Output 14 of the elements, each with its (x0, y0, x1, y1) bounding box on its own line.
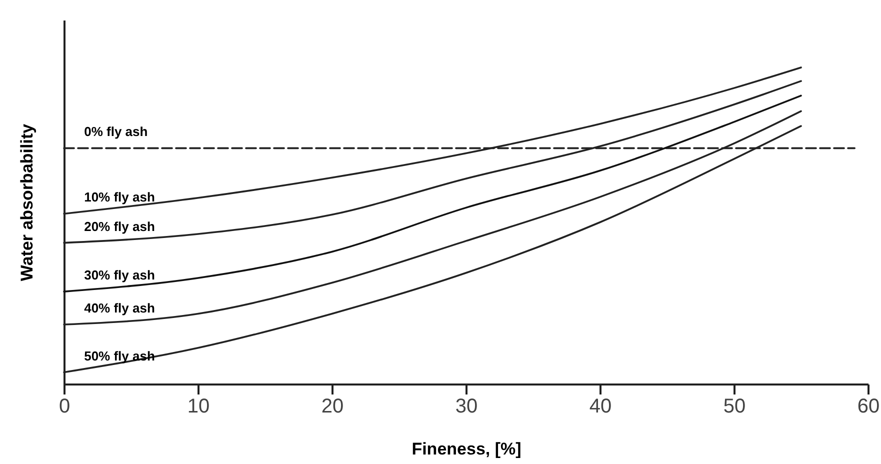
x-tick-label: 50 (723, 396, 746, 418)
x-tick-label: 40 (589, 396, 612, 418)
x-axis-title: Fineness, [%] (412, 440, 522, 458)
x-tick-label: 20 (321, 396, 344, 418)
series-label: 20% fly ash (84, 218, 155, 234)
series-label: 30% fly ash (84, 268, 155, 283)
x-tick-label: 60 (857, 396, 880, 418)
series-label: 40% fly ash (84, 300, 155, 316)
series-label: 0% fly ash (84, 124, 148, 140)
x-tick-label: 0 (58, 396, 70, 418)
x-tick-label: 10 (187, 396, 210, 418)
x-tick-label: 30 (455, 396, 478, 418)
y-axis-title: Water absorbability (18, 123, 36, 282)
series-label: 10% fly ash (84, 190, 155, 205)
